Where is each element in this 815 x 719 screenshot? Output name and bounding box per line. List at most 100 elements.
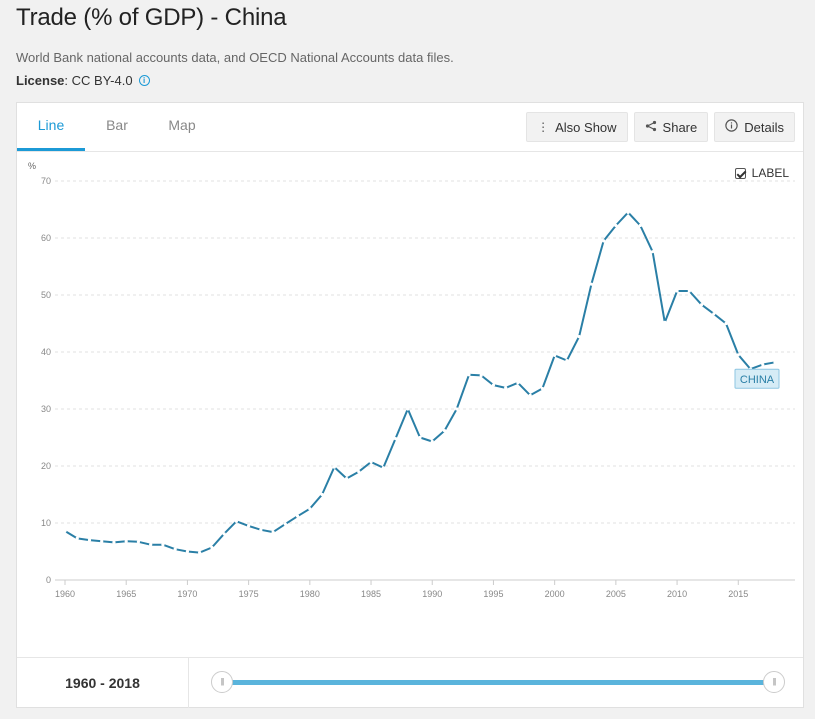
year-range-label: 1960 - 2018 (17, 658, 189, 708)
data-point (650, 250, 655, 254)
data-point (589, 282, 593, 286)
data-point (614, 223, 618, 228)
more-vertical-icon: ⋮ (537, 120, 550, 134)
data-point (528, 393, 532, 397)
range-slider-track[interactable] (221, 680, 773, 685)
data-point (491, 383, 496, 387)
data-point (540, 386, 545, 391)
data-point (100, 539, 104, 543)
y-tick-label: 10 (41, 518, 51, 528)
share-label: Share (662, 119, 698, 135)
data-point (455, 407, 459, 411)
label-toggle-text: LABEL (751, 166, 789, 180)
also-show-button[interactable]: ⋮ Also Show (526, 112, 628, 142)
data-point (761, 362, 765, 367)
x-tick-label: 2000 (545, 589, 565, 599)
data-point (247, 524, 251, 528)
y-tick-label: 70 (41, 176, 51, 186)
x-tick-label: 1960 (55, 589, 75, 599)
tab-line[interactable]: Line (17, 103, 85, 151)
data-point (381, 466, 385, 470)
data-point (320, 492, 324, 497)
data-point (479, 373, 483, 377)
tab-map[interactable]: Map (168, 117, 196, 133)
y-tick-label: 20 (41, 461, 51, 471)
chart-card: Line Bar Map ⋮ Also Show Share Details L… (16, 102, 804, 708)
data-point (124, 539, 128, 543)
source-text: World Bank national accounts data, and O… (16, 50, 454, 65)
data-point (210, 545, 214, 550)
y-tick-label: 40 (41, 347, 51, 357)
series-label-china: CHINA (740, 374, 775, 386)
range-end-handle[interactable]: ||| (763, 671, 785, 693)
data-point (149, 543, 153, 547)
data-point (626, 210, 630, 214)
data-point (198, 551, 202, 555)
data-point (332, 465, 336, 469)
data-point (553, 353, 557, 358)
data-point (173, 547, 177, 551)
tab-divider (17, 151, 803, 152)
x-tick-label: 2010 (667, 589, 687, 599)
tab-bar[interactable]: Bar (106, 117, 128, 133)
data-point (222, 532, 226, 536)
info-circle-icon (725, 119, 738, 135)
line-chart: % 0 10 20 30 40 50 60 70 1960 1965 1970 1975 1980 1985… (28, 161, 795, 599)
data-point (75, 536, 79, 540)
data-point (638, 223, 642, 228)
data-point (63, 529, 67, 533)
data-point (699, 303, 704, 307)
y-tick-label: 0 (46, 575, 51, 585)
data-point (369, 460, 373, 464)
also-show-label: Also Show (555, 119, 617, 135)
series-label-box (734, 368, 780, 389)
x-tick-label: 2005 (606, 589, 626, 599)
page-title: Trade (% of GDP) - China (16, 4, 287, 31)
data-point (736, 353, 740, 357)
data-point (687, 289, 691, 293)
chart-type-tabs: Line Bar Map (17, 103, 215, 151)
data-point (577, 335, 581, 339)
toolbar: ⋮ Also Show Share Details (526, 112, 795, 142)
x-tick-label: 2015 (728, 589, 748, 599)
data-point (259, 528, 263, 532)
data-point (418, 435, 422, 440)
data-point (112, 540, 116, 544)
x-tick-label: 1975 (239, 589, 259, 599)
info-icon[interactable]: i (138, 75, 150, 86)
data-point (87, 538, 92, 542)
data-point (504, 386, 508, 390)
share-icon (645, 120, 657, 135)
details-label: Details (744, 119, 784, 135)
data-point (295, 514, 300, 518)
data-point (308, 507, 312, 511)
y-tick-label: 30 (41, 404, 51, 414)
series-line-china (64, 211, 776, 554)
data-point (185, 549, 190, 554)
data-point (406, 407, 410, 411)
x-tick-label: 1970 (177, 589, 197, 599)
data-point (467, 373, 471, 377)
data-point (602, 239, 606, 243)
label-toggle[interactable]: LABEL (734, 166, 789, 180)
data-point (663, 320, 667, 324)
x-tick-label: 1965 (116, 589, 136, 599)
details-button[interactable]: Details (714, 112, 795, 142)
data-point (773, 360, 777, 364)
data-point (516, 381, 520, 385)
share-button[interactable]: Share (633, 112, 709, 142)
license-label: License (16, 73, 65, 88)
data-point (161, 543, 165, 547)
data-point (136, 540, 141, 544)
data-point (430, 439, 434, 444)
data-point (344, 476, 349, 481)
label-checkbox[interactable] (734, 167, 746, 179)
data-point (675, 289, 679, 293)
time-range-footer: 1960 - 2018 ||| ||| (17, 657, 803, 708)
license: License : CC BY-4.0 i (16, 73, 150, 88)
x-tick-label: 1990 (422, 589, 442, 599)
data-point (283, 522, 287, 526)
data-point (357, 470, 361, 474)
range-start-handle[interactable]: ||| (211, 671, 233, 693)
data-point (712, 312, 716, 316)
